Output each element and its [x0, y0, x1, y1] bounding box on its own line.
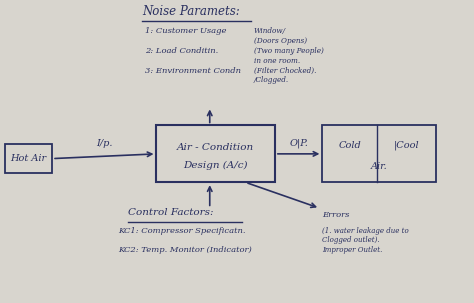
- Text: Hot Air: Hot Air: [10, 154, 46, 163]
- Text: Design (A/c): Design (A/c): [183, 161, 248, 170]
- Text: O|P.: O|P.: [289, 139, 308, 148]
- Text: 1: Customer Usage: 1: Customer Usage: [145, 28, 226, 35]
- Bar: [156, 125, 275, 182]
- Text: I/p.: I/p.: [96, 139, 112, 148]
- Text: Cold: Cold: [338, 141, 361, 150]
- Text: Air - Condition: Air - Condition: [177, 142, 254, 152]
- Text: 2: Load Conditin.: 2: Load Conditin.: [145, 47, 218, 55]
- Text: Air.: Air.: [371, 162, 388, 171]
- Text: Noise Paramets:: Noise Paramets:: [142, 5, 240, 18]
- Text: (Filter Chocked).
/Clogged.: (Filter Chocked). /Clogged.: [254, 67, 316, 85]
- Text: Control Factors:: Control Factors:: [128, 208, 213, 217]
- Text: |Cool: |Cool: [394, 141, 419, 150]
- Text: Errors: Errors: [322, 211, 350, 219]
- Text: KC1: Compressor Specificatn.: KC1: Compressor Specificatn.: [118, 227, 246, 235]
- Text: KC2: Temp. Monitor (Indicator): KC2: Temp. Monitor (Indicator): [118, 246, 252, 254]
- Text: 3: Environment Condn: 3: Environment Condn: [145, 67, 241, 75]
- Text: (Two many People)
in one room.: (Two many People) in one room.: [254, 47, 323, 65]
- Text: Window/
(Doors Opens): Window/ (Doors Opens): [254, 28, 307, 45]
- Bar: [322, 125, 436, 182]
- Text: (1. water leakage due to
Clogged outlet).
Improper Outlet.: (1. water leakage due to Clogged outlet)…: [322, 227, 409, 254]
- Bar: [5, 145, 52, 173]
